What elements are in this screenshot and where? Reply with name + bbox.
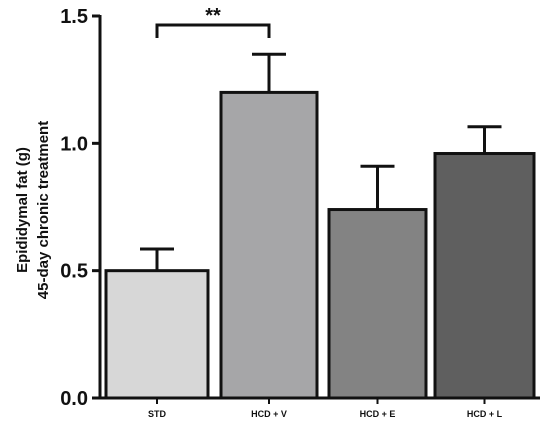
bars (104, 90, 536, 400)
bar-3 (433, 152, 536, 400)
y-ticks: 0.0 0.5 1.0 1.5 (60, 6, 486, 410)
axes (98, 15, 540, 400)
y-tick-label-3: 1.5 (60, 6, 88, 28)
y-axis-label: Epididymal fat (g) 45-day chronic treatm… (14, 121, 52, 299)
y-tick-label-1: 0.5 (60, 261, 88, 283)
bar-1 (219, 90, 319, 400)
significance-line (155, 23, 271, 38)
category-label-1: HCD + V (251, 409, 287, 419)
error-bars (140, 52, 502, 271)
y-tick-label-0: 0.0 (60, 388, 88, 410)
y-axis-label-line-1: Epididymal fat (g) (14, 147, 31, 273)
category-label-0: STD (148, 409, 167, 419)
x-categories: STD HCD + V HCD + E HCD + L (148, 409, 503, 419)
y-axis-label-line-2: 45-day chronic treatment (35, 121, 52, 299)
bar-0 (104, 269, 210, 400)
y-tick-label-2: 1.0 (60, 133, 88, 155)
category-label-3: HCD + L (467, 409, 503, 419)
category-label-2: HCD + E (360, 409, 396, 419)
significance-label: ** (205, 5, 221, 27)
significance-bracket: ** (155, 5, 271, 38)
bar-2 (327, 208, 428, 400)
